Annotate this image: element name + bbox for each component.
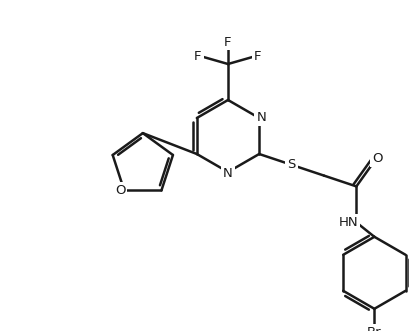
Text: O: O: [371, 152, 382, 165]
Text: N: N: [256, 112, 265, 124]
Text: F: F: [194, 50, 201, 63]
Text: N: N: [222, 167, 232, 180]
Text: Br: Br: [366, 326, 381, 331]
Text: S: S: [287, 158, 295, 171]
Text: F: F: [224, 35, 231, 49]
Text: HN: HN: [338, 216, 357, 229]
Text: O: O: [115, 184, 125, 197]
Text: F: F: [254, 50, 261, 63]
